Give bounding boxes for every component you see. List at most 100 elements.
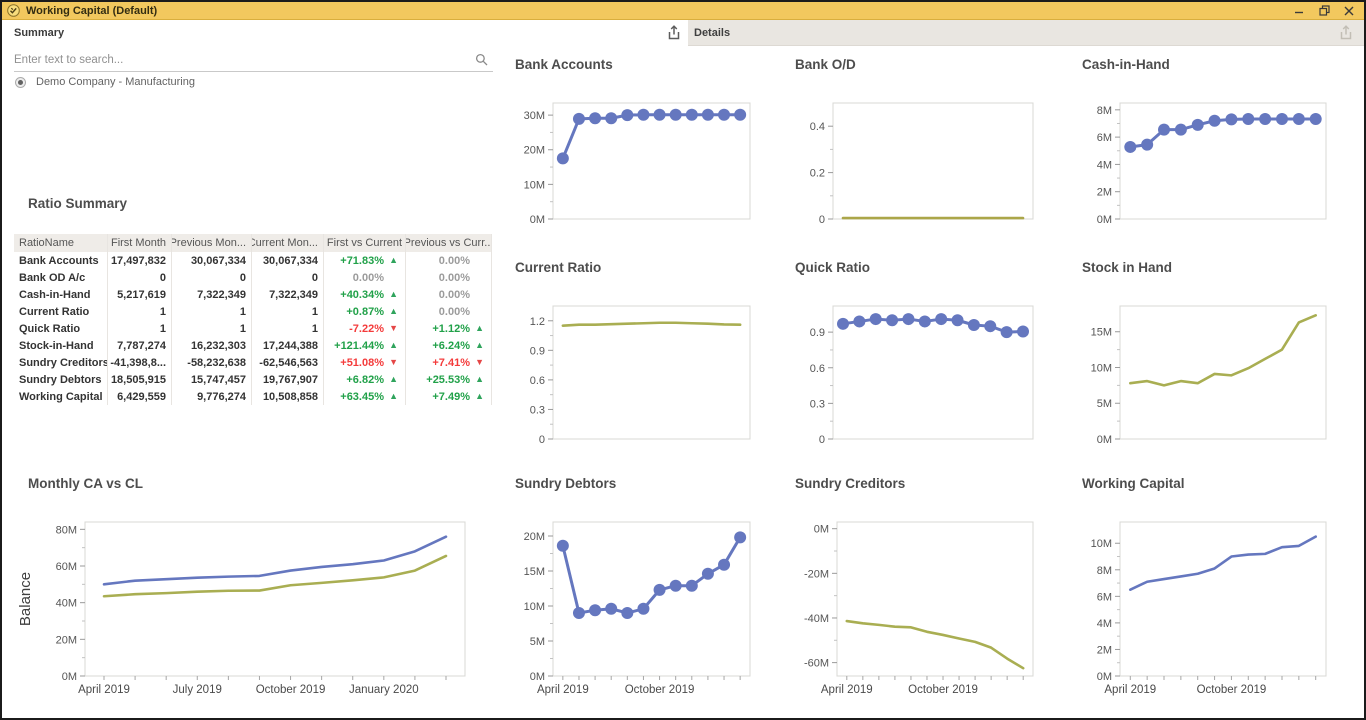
svg-text:0M: 0M [62, 671, 77, 683]
chart-bank-od: Bank O/D 00.20.4 [793, 57, 1043, 225]
chart-canvas[interactable]: 0M20M40M60M80MApril 2019July 2019October… [14, 506, 500, 706]
svg-text:10M: 10M [1091, 538, 1112, 550]
chart-title: Bank Accounts [515, 57, 613, 72]
trend-icon: ▲ [470, 375, 484, 384]
search-icon[interactable] [475, 53, 489, 67]
svg-text:40M: 40M [56, 598, 77, 610]
ratio-name-cell: Stock-in-Hand [14, 337, 108, 354]
table-row[interactable]: Quick Ratio111-7.22%▼+1.12%▲ [14, 320, 492, 337]
export-icon-faded[interactable] [1337, 24, 1355, 42]
table-row[interactable]: Working Capital6,429,5599,776,27410,508,… [14, 388, 492, 405]
table-row[interactable]: Cash-in-Hand5,217,6197,322,3497,322,349+… [14, 286, 492, 303]
chart-canvas[interactable]: 0M2M4M6M8M [1080, 87, 1336, 225]
title-bar: Working Capital (Default) [2, 2, 1364, 20]
value-cell: 18,505,915 [108, 371, 172, 388]
chart-canvas[interactable]: 0M10M20M30M [513, 87, 760, 225]
window-title: Working Capital (Default) [26, 5, 157, 17]
trend-icon: ▲ [384, 375, 398, 384]
trend-icon: ▼ [384, 324, 398, 333]
search-box [14, 49, 493, 72]
svg-text:0.3: 0.3 [530, 404, 545, 416]
chart-title: Sundry Debtors [515, 476, 616, 491]
chart-title: Cash-in-Hand [1082, 57, 1170, 72]
svg-text:2M: 2M [1097, 644, 1112, 656]
svg-text:20M: 20M [56, 634, 77, 646]
tab-strip-background [688, 20, 1364, 46]
svg-text:5M: 5M [1097, 398, 1112, 410]
trend-icon: ▲ [470, 392, 484, 401]
value-cell: 10,508,858 [252, 388, 324, 405]
chart-canvas[interactable]: 0M2M4M6M8M10MApril 2019October 2019 [1080, 506, 1336, 706]
svg-text:10M: 10M [524, 601, 545, 613]
export-icon[interactable] [665, 24, 683, 42]
column-header[interactable]: First vs Current [324, 234, 406, 252]
pct-cell: +7.41%▼ [406, 354, 492, 371]
value-cell: 7,787,274 [108, 337, 172, 354]
trend-icon: ▼ [384, 358, 398, 367]
column-header[interactable]: Previous vs Curr... [406, 234, 492, 252]
trend-icon: ▲ [384, 290, 398, 299]
table-row[interactable]: Sundry Debtors18,505,91515,747,45719,767… [14, 371, 492, 388]
minimize-button[interactable] [1290, 4, 1308, 18]
column-header[interactable]: Current Mon... [252, 234, 324, 252]
value-cell: 1 [172, 303, 252, 320]
table-row[interactable]: Bank Accounts17,497,83230,067,33430,067,… [14, 252, 492, 269]
table-row[interactable]: Bank OD A/c0000.00%0.00% [14, 269, 492, 286]
svg-text:0: 0 [819, 214, 825, 225]
company-label: Demo Company - Manufacturing [36, 76, 195, 88]
pct-cell: 0.00% [406, 252, 492, 269]
svg-text:0M: 0M [1097, 214, 1112, 225]
svg-text:1.2: 1.2 [530, 316, 545, 328]
minimize-icon [1294, 6, 1304, 16]
chart-canvas[interactable]: 00.20.4 [793, 87, 1043, 225]
chart-canvas[interactable]: 0M5M10M15M [1080, 290, 1336, 445]
table-header-row: RatioNameFirst MonthPrevious Mon...Curre… [14, 234, 492, 252]
value-cell: 30,067,334 [172, 252, 252, 269]
tab-summary[interactable]: Summary [14, 27, 64, 39]
table-row[interactable]: Current Ratio111+0.87%▲0.00% [14, 303, 492, 320]
column-header[interactable]: RatioName [14, 234, 108, 252]
pct-cell: 0.00% [324, 269, 406, 286]
svg-text:October 2019: October 2019 [625, 684, 695, 696]
svg-text:10M: 10M [524, 179, 545, 191]
svg-text:October 2019: October 2019 [908, 684, 978, 696]
svg-text:April 2019: April 2019 [821, 684, 873, 696]
svg-text:January 2020: January 2020 [349, 684, 419, 696]
value-cell: -41,398,8... [108, 354, 172, 371]
table-row[interactable]: Stock-in-Hand7,787,27416,232,30317,244,3… [14, 337, 492, 354]
trend-icon: ▲ [470, 341, 484, 350]
chart-canvas[interactable]: 0M-20M-40M-60MApril 2019October 2019 [793, 506, 1043, 706]
svg-text:30M: 30M [524, 110, 545, 122]
value-cell: 7,322,349 [252, 286, 324, 303]
svg-text:0M: 0M [1097, 434, 1112, 445]
column-header[interactable]: First Month [108, 234, 172, 252]
value-cell: -58,232,638 [172, 354, 252, 371]
chart-canvas[interactable]: 00.30.60.91.2 [513, 290, 760, 445]
svg-text:8M: 8M [1097, 565, 1112, 577]
chart-canvas[interactable]: 00.30.60.9 [793, 290, 1043, 445]
chart-monthly-ca-vs-cl: Monthly CA vs CL 0M20M40M60M80MApril 201… [14, 476, 500, 706]
close-button[interactable] [1340, 4, 1358, 18]
chart-title: Monthly CA vs CL [28, 476, 143, 491]
value-cell: 1 [252, 303, 324, 320]
value-cell: 1 [252, 320, 324, 337]
pct-cell: +6.82%▲ [324, 371, 406, 388]
pct-cell: +7.49%▲ [406, 388, 492, 405]
trend-icon: ▲ [470, 324, 484, 333]
trend-icon: ▼ [470, 358, 484, 367]
value-cell: 0 [172, 269, 252, 286]
chart-bank-accounts: Bank Accounts 0M10M20M30M [513, 57, 760, 225]
table-row[interactable]: Sundry Creditors-41,398,8...-58,232,638-… [14, 354, 492, 371]
chart-canvas[interactable]: 0M5M10M15M20MApril 2019October 2019 [513, 506, 760, 706]
pct-cell: +63.45%▲ [324, 388, 406, 405]
company-list-item[interactable]: Demo Company - Manufacturing [15, 73, 195, 91]
value-cell: 1 [108, 320, 172, 337]
svg-text:0.2: 0.2 [810, 168, 825, 180]
chart-title: Working Capital [1082, 476, 1185, 491]
search-input[interactable] [14, 49, 493, 71]
tab-details[interactable]: Details [694, 27, 730, 39]
value-cell: 5,217,619 [108, 286, 172, 303]
ratio-table-body: Bank Accounts17,497,83230,067,33430,067,… [14, 252, 492, 405]
restore-button[interactable] [1315, 4, 1333, 18]
column-header[interactable]: Previous Mon... [172, 234, 252, 252]
